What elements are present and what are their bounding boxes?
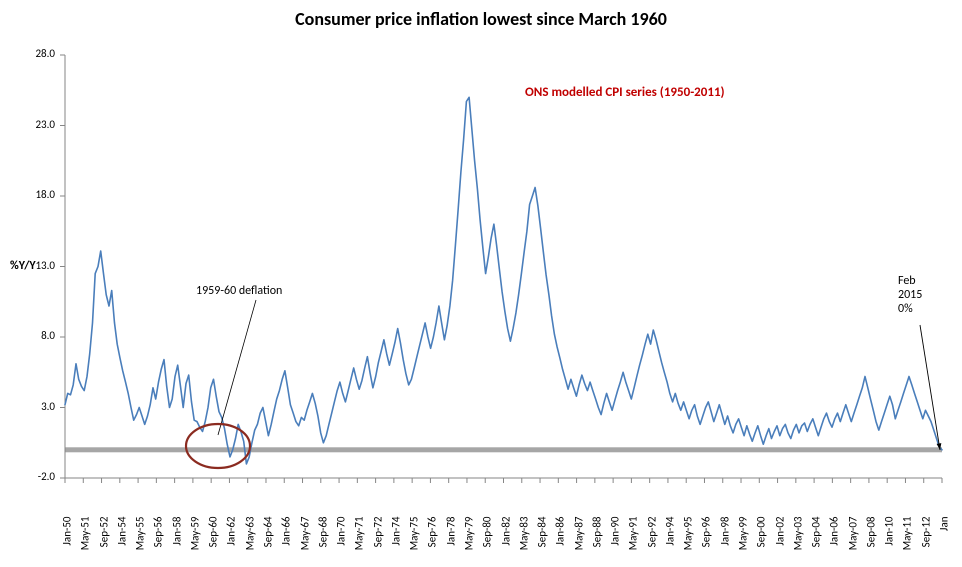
- y-tick-label: 28.0: [0, 47, 55, 60]
- x-tick-label: Jan: [938, 517, 951, 567]
- x-tick-label: May-55: [134, 517, 147, 567]
- x-tick-label: Sep-12: [919, 517, 932, 567]
- annotation-feb2015-line3: 0%: [898, 302, 913, 316]
- chart-container: Consumer price inflation lowest since Ma…: [0, 0, 962, 549]
- x-tick-label: Jan-90: [609, 517, 622, 567]
- x-tick-label: Sep-96: [700, 517, 713, 567]
- x-tick-label: May-67: [298, 517, 311, 567]
- x-tick-label: Sep-00: [755, 517, 768, 567]
- x-tick-label: Jan-86: [554, 517, 567, 567]
- x-tick-label: Sep-80: [481, 517, 494, 567]
- y-tick-label: 23.0: [0, 118, 55, 131]
- x-tick-label: May-91: [627, 517, 640, 567]
- x-tick-label: Sep-08: [864, 517, 877, 567]
- y-tick-label: 3.0: [0, 400, 55, 413]
- x-tick-label: Sep-60: [207, 517, 220, 567]
- x-tick-label: Jan-82: [499, 517, 512, 567]
- x-tick-label: May-59: [188, 517, 201, 567]
- x-tick-label: Jan-10: [883, 517, 896, 567]
- x-tick-label: Sep-88: [590, 517, 603, 567]
- x-tick-label: Jan-58: [170, 517, 183, 567]
- x-tick-label: May-95: [682, 517, 695, 567]
- annotation-deflation: 1959-60 deflation: [196, 284, 282, 298]
- x-tick-label: May-75: [408, 517, 421, 567]
- x-tick-label: May-63: [243, 517, 256, 567]
- x-tick-label: Sep-72: [371, 517, 384, 567]
- x-tick-label: May-03: [791, 517, 804, 567]
- x-tick-label: Jan-70: [335, 517, 348, 567]
- chart-title: Consumer price inflation lowest since Ma…: [0, 8, 962, 30]
- x-tick-label: Jan-66: [280, 517, 293, 567]
- y-tick-label: 18.0: [0, 188, 55, 201]
- annotation-feb2015-line2: 2015: [898, 288, 922, 302]
- x-tick-label: Jan-06: [828, 517, 841, 567]
- x-tick-label: Sep-56: [152, 517, 165, 567]
- x-tick-label: Sep-92: [645, 517, 658, 567]
- x-tick-label: May-99: [737, 517, 750, 567]
- x-tick-label: Jan-54: [115, 517, 128, 567]
- x-tick-label: Sep-68: [316, 517, 329, 567]
- x-tick-label: Jan-02: [773, 517, 786, 567]
- x-tick-label: May-79: [462, 517, 475, 567]
- x-tick-label: May-51: [79, 517, 92, 567]
- annotation-ons-series: ONS modelled CPI series (1950-2011): [525, 85, 725, 100]
- x-tick-label: May-07: [846, 517, 859, 567]
- annotation-feb-2015: Feb 2015 0%: [898, 275, 922, 316]
- annotation-feb2015-line1: Feb: [898, 274, 916, 288]
- x-tick-label: Sep-04: [810, 517, 823, 567]
- x-tick-label: Sep-52: [97, 517, 110, 567]
- x-tick-label: Jan-50: [61, 517, 74, 567]
- x-tick-label: May-83: [517, 517, 530, 567]
- y-tick-label: 8.0: [0, 329, 55, 342]
- x-tick-label: Jan-78: [444, 517, 457, 567]
- y-tick-label: -2.0: [0, 470, 55, 483]
- chart-svg: [0, 0, 962, 549]
- x-tick-label: May-87: [572, 517, 585, 567]
- x-tick-label: Sep-76: [426, 517, 439, 567]
- x-tick-label: Sep-84: [536, 517, 549, 567]
- x-tick-label: Jan-62: [225, 517, 238, 567]
- x-tick-label: Sep-64: [261, 517, 274, 567]
- x-tick-label: May-11: [901, 517, 914, 567]
- y-tick-label: 13.0: [0, 259, 55, 272]
- x-tick-label: Jan-98: [718, 517, 731, 567]
- x-tick-label: Jan-74: [389, 517, 402, 567]
- x-tick-label: May-71: [353, 517, 366, 567]
- x-tick-label: Jan-94: [663, 517, 676, 567]
